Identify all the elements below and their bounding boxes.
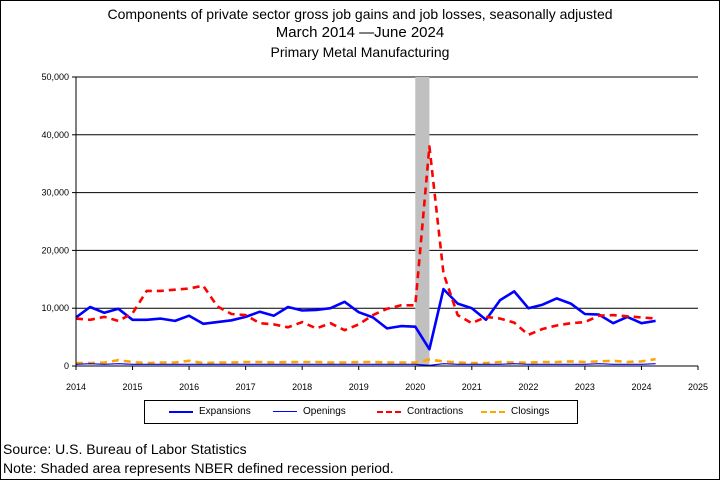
x-tick-label: 2017 bbox=[236, 382, 256, 392]
x-tick-label: 2020 bbox=[405, 382, 425, 392]
legend-swatch-closings bbox=[481, 411, 505, 413]
recession-note: Note: Shaded area represents NBER define… bbox=[3, 460, 394, 476]
chart-subtitle-dates: March 2014 —June 2024 bbox=[275, 24, 445, 41]
x-tick-label: 2021 bbox=[462, 382, 482, 392]
y-tick-label: 30,000 bbox=[41, 188, 69, 198]
chart-subtitle-industry: Primary Metal Manufacturing bbox=[270, 44, 450, 60]
x-tick-label: 2025 bbox=[688, 382, 708, 392]
legend: Expansions Openings Contractions Closing… bbox=[144, 400, 578, 424]
y-tick-label: 40,000 bbox=[41, 130, 69, 140]
recession-shading bbox=[415, 77, 430, 366]
y-tick-label: 20,000 bbox=[41, 245, 69, 255]
series-lines bbox=[75, 145, 656, 366]
x-tick-label: 2023 bbox=[575, 382, 595, 392]
axes bbox=[75, 77, 698, 367]
series-line-expansions bbox=[75, 287, 656, 351]
series-line-openings bbox=[75, 363, 656, 366]
legend-label-openings: Openings bbox=[303, 406, 346, 417]
legend-swatch-contractions bbox=[377, 411, 401, 413]
series-line-contractions bbox=[75, 145, 656, 337]
x-axis-ticks: 2014 2015 2016 2017 2018 2019 2020 2021 2022 2023… bbox=[66, 366, 708, 392]
legend-label-closings: Closings bbox=[511, 406, 550, 417]
y-tick-label: 0 bbox=[64, 361, 69, 371]
x-tick-label: 2016 bbox=[179, 382, 199, 392]
legend-swatch-openings bbox=[273, 411, 297, 412]
y-tick-label: 10,000 bbox=[41, 303, 69, 313]
legend-label-contractions: Contractions bbox=[407, 406, 464, 417]
x-tick-label: 2014 bbox=[66, 382, 86, 392]
x-tick-label: 2018 bbox=[292, 382, 312, 392]
x-tick-label: 2019 bbox=[349, 382, 369, 392]
legend-label-expansions: Expansions bbox=[199, 406, 251, 417]
legend-swatch-expansions bbox=[169, 411, 193, 413]
recession-shading-group bbox=[415, 77, 430, 366]
x-tick-label: 2015 bbox=[123, 382, 143, 392]
series-line-closings bbox=[76, 357, 656, 365]
gridlines bbox=[76, 76, 698, 309]
y-tick-label: 50,000 bbox=[41, 72, 69, 82]
line-chart: 0 10,000 20,000 30,000 40,000 50,000 2014 2015… bbox=[41, 72, 708, 392]
source-note: Source: U.S. Bureau of Labor Statistics bbox=[3, 441, 247, 457]
y-axis-ticks: 0 10,000 20,000 30,000 40,000 50,000 bbox=[41, 72, 76, 371]
x-tick-label: 2022 bbox=[518, 382, 538, 392]
chart-title: Components of private sector gross job g… bbox=[107, 6, 613, 22]
x-tick-label: 2024 bbox=[631, 382, 651, 392]
